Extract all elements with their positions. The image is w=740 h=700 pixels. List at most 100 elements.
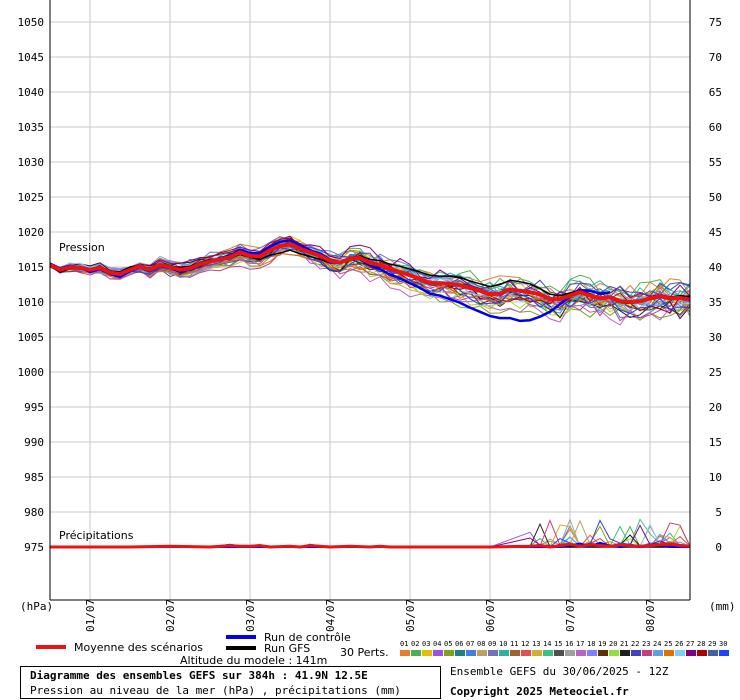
perturbation-swatch [477, 650, 487, 656]
date-tick-label: 06/07 [484, 599, 497, 632]
right-tick-label: 45 [709, 226, 722, 239]
legend: Moyenne des scénarios Run de contrôleRun … [36, 631, 351, 655]
perturbation-swatch [565, 650, 575, 656]
left-tick-label: 1015 [18, 261, 45, 274]
left-tick-label: 975 [24, 541, 44, 554]
pressure-section-label: Pression [59, 241, 105, 254]
perturbation-number: 19 [598, 640, 606, 648]
perturbation-swatch [466, 650, 476, 656]
perturbation-swatch [510, 650, 520, 656]
perturbation-number: 03 [422, 640, 430, 648]
left-tick-label: 1035 [18, 121, 45, 134]
perturbation-swatch [532, 650, 542, 656]
perturbation-swatch [664, 650, 674, 656]
right-axis-unit: (mm) [709, 600, 736, 613]
main-series [49, 239, 691, 549]
perturbation-number: 14 [543, 640, 551, 648]
left-tick-label: 980 [24, 506, 44, 519]
perturbation-number: 26 [675, 640, 683, 648]
chart-title: Diagramme des ensembles GEFS sur 384h : … [30, 669, 368, 682]
perturbation-number: 20 [609, 640, 617, 648]
ensemble-run-info: Ensemble GEFS du 30/06/2025 - 12Z [450, 665, 669, 678]
perturbation-number: 02 [411, 640, 419, 648]
perturbation-number: 21 [620, 640, 628, 648]
right-tick-label: 60 [709, 121, 722, 134]
perturbation-swatch [488, 650, 498, 656]
perturbation-swatch [708, 650, 718, 656]
perturbation-number: 25 [664, 640, 672, 648]
perturbation-number: 23 [642, 640, 650, 648]
date-tick-label: 03/07 [244, 599, 257, 632]
perturbation-number: 22 [631, 640, 639, 648]
perturbation-number: 30 [719, 640, 727, 648]
right-tick-label: 10 [709, 471, 722, 484]
right-tick-label: 70 [709, 51, 722, 64]
perturbation-swatch [609, 650, 619, 656]
perturbation-swatch [455, 650, 465, 656]
right-tick-label: 15 [709, 436, 722, 449]
date-tick-label: 01/07 [84, 599, 97, 632]
date-tick-label: 02/07 [164, 599, 177, 632]
left-tick-label: 1040 [18, 86, 45, 99]
perturbation-swatch [719, 650, 729, 656]
right-tick-label: 20 [709, 401, 722, 414]
perturbation-swatch [543, 650, 553, 656]
perturbation-swatch [400, 650, 410, 656]
perturbation-number: 05 [444, 640, 452, 648]
left-tick-label: 1045 [18, 51, 45, 64]
perturbation-number: 28 [697, 640, 705, 648]
perturbation-lines [49, 235, 691, 548]
perturbation-number: 10 [499, 640, 507, 648]
date-tick-label: 08/07 [644, 599, 657, 632]
perturbation-pressure-line [49, 245, 691, 316]
copyright: Copyright 2025 Meteociel.fr [450, 685, 629, 698]
perturbation-number: 04 [433, 640, 441, 648]
axes: 975 0 980 5 985 10 990 15 995 20 1000 25 1005 30 1010 3… [18, 0, 722, 632]
precip-section-label: Précipitations [59, 529, 134, 542]
perturbation-number: 24 [653, 640, 661, 648]
grid [50, 0, 690, 600]
perturbation-number: 06 [455, 640, 463, 648]
perturbation-number: 07 [466, 640, 474, 648]
right-tick-label: 0 [715, 541, 722, 554]
right-tick-label: 35 [709, 296, 722, 309]
left-tick-label: 1025 [18, 191, 45, 204]
perturbation-number: 08 [477, 640, 485, 648]
legend-label-gfs: Run GFS [264, 642, 310, 655]
legend-label-control: Run de contrôle [264, 631, 351, 644]
right-tick-label: 5 [715, 506, 722, 519]
right-tick-label: 40 [709, 261, 722, 274]
perturbation-swatch [686, 650, 696, 656]
perturbation-swatch [554, 650, 564, 656]
perturbation-swatch [444, 650, 454, 656]
perturbation-swatch [587, 650, 597, 656]
left-tick-label: 995 [24, 401, 44, 414]
right-tick-label: 55 [709, 156, 722, 169]
perturbation-swatch [653, 650, 663, 656]
date-tick-label: 07/07 [564, 599, 577, 632]
perturbation-number: 17 [576, 640, 584, 648]
perturbation-key: 01 02 03 04 05 06 07 08 09 10 11 12 13 14 15 16 17 18 19 20… [400, 640, 729, 656]
legend-label-mean: Moyenne des scénarios [74, 641, 203, 654]
perturbations-label: 30 Perts. [340, 646, 389, 659]
perturbation-number: 01 [400, 640, 408, 648]
perturbation-number: 15 [554, 640, 562, 648]
perturbation-number: 12 [521, 640, 529, 648]
perturbation-swatch [499, 650, 509, 656]
right-tick-label: 25 [709, 366, 722, 379]
perturbation-number: 09 [488, 640, 496, 648]
perturbation-swatch [620, 650, 630, 656]
date-tick-label: 05/07 [404, 599, 417, 632]
left-tick-label: 1005 [18, 331, 45, 344]
perturbation-number: 18 [587, 640, 595, 648]
mean-pressure-line [49, 241, 691, 304]
right-tick-label: 50 [709, 191, 722, 204]
perturbation-swatch [697, 650, 707, 656]
perturbation-swatch [521, 650, 531, 656]
perturbation-swatch [675, 650, 685, 656]
perturbation-number: 16 [565, 640, 573, 648]
perturbation-number: 13 [532, 640, 540, 648]
perturbation-swatch [598, 650, 608, 656]
perturbation-swatch [642, 650, 652, 656]
left-tick-label: 1050 [18, 16, 45, 29]
